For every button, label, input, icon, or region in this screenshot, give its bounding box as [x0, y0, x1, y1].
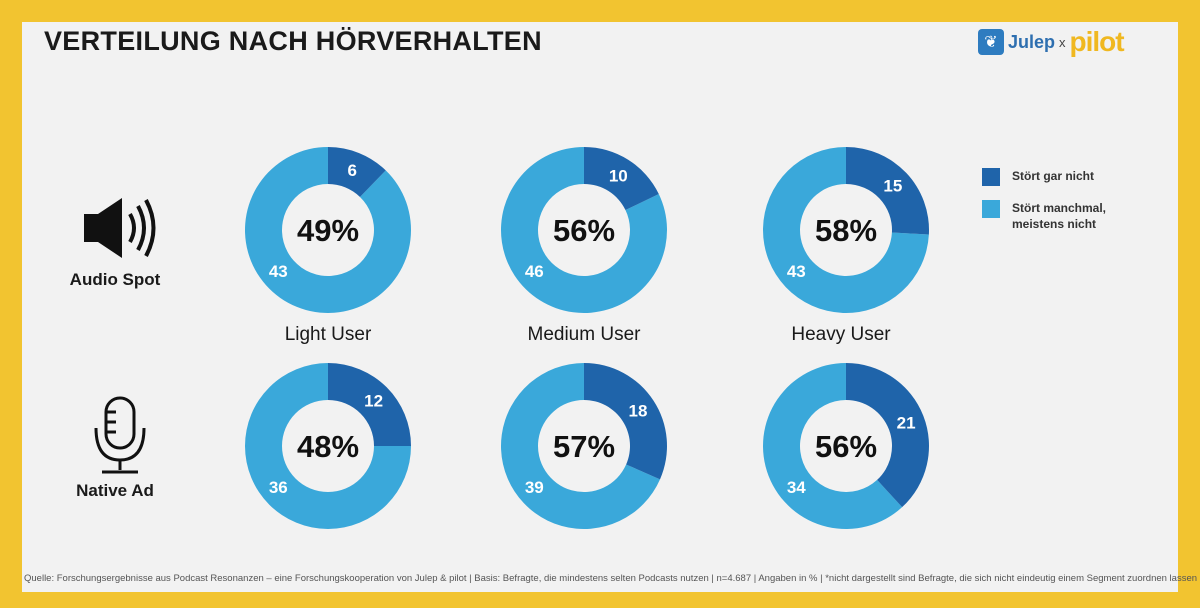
logo-pilot: pilot	[1069, 26, 1125, 57]
donut-segment-light	[244, 363, 411, 529]
donut-total-label: 48%	[297, 429, 359, 464]
donut-segment-dark	[846, 363, 929, 508]
footer-source: Quelle: Forschungsergebnisse aus Podcast…	[24, 573, 1198, 584]
legend-item-dark: Stört gar nicht	[982, 168, 1132, 186]
speaker-icon	[84, 198, 156, 258]
data-label-dark: 18	[629, 402, 648, 421]
donut-total-label: 57%	[553, 429, 615, 464]
data-label-dark: 15	[883, 177, 902, 196]
data-label-dark: 6	[347, 161, 356, 180]
donut-segment-dark	[584, 147, 659, 211]
donut-segment-light	[763, 147, 929, 314]
data-label-light: 43	[269, 262, 288, 281]
donut-segment-dark	[328, 147, 386, 197]
row-label-native-ad: Native Ad	[76, 481, 154, 500]
data-label-light: 36	[269, 478, 288, 497]
donut-total-label: 49%	[297, 213, 359, 248]
microphone-icon	[94, 396, 146, 474]
logo-julep: Julep	[1008, 31, 1056, 52]
col-label-medium-user: Medium User	[527, 324, 641, 345]
col-label-light-user: Light User	[284, 324, 372, 345]
donut-segment-dark	[328, 363, 411, 446]
legend-label: Stört gar nicht	[1012, 169, 1095, 183]
donut-total-label: 58%	[815, 213, 877, 248]
donut-segment-light	[500, 147, 667, 314]
logo: ❦ Julep x pilot	[978, 26, 1125, 58]
row-label-audio-spot: Audio Spot	[69, 270, 161, 289]
data-label-dark: 21	[897, 414, 916, 433]
donut-total-label: 56%	[553, 213, 615, 248]
legend: Stört gar nicht Stört manchmal, meistens…	[982, 168, 1132, 246]
data-label-light: 34	[787, 478, 806, 497]
legend-item-light: Stört manchmal, meistens nicht	[982, 200, 1132, 232]
data-label-dark: 10	[609, 166, 628, 185]
legend-label: Stört manchmal, meistens nicht	[1012, 201, 1107, 231]
donut-segment-light	[501, 363, 661, 529]
data-label-light: 46	[525, 262, 544, 281]
julep-logo-icon: ❦	[978, 29, 1004, 55]
data-label-light: 43	[787, 262, 806, 281]
data-label-light: 39	[525, 478, 544, 497]
legend-swatch-light	[982, 200, 1000, 218]
donut-segment-light	[244, 147, 411, 313]
logo-x: x	[1059, 34, 1066, 50]
donut-segment-dark	[584, 362, 668, 480]
page-title: VERTEILUNG NACH HÖRVERHALTEN	[44, 26, 542, 56]
donut-segment-light	[762, 363, 903, 529]
data-label-dark: 12	[364, 391, 383, 410]
donut-segment-dark	[846, 147, 929, 235]
col-label-heavy-user: Heavy User	[791, 324, 891, 345]
donut-total-label: 56%	[815, 429, 877, 464]
legend-swatch-dark	[982, 168, 1000, 186]
